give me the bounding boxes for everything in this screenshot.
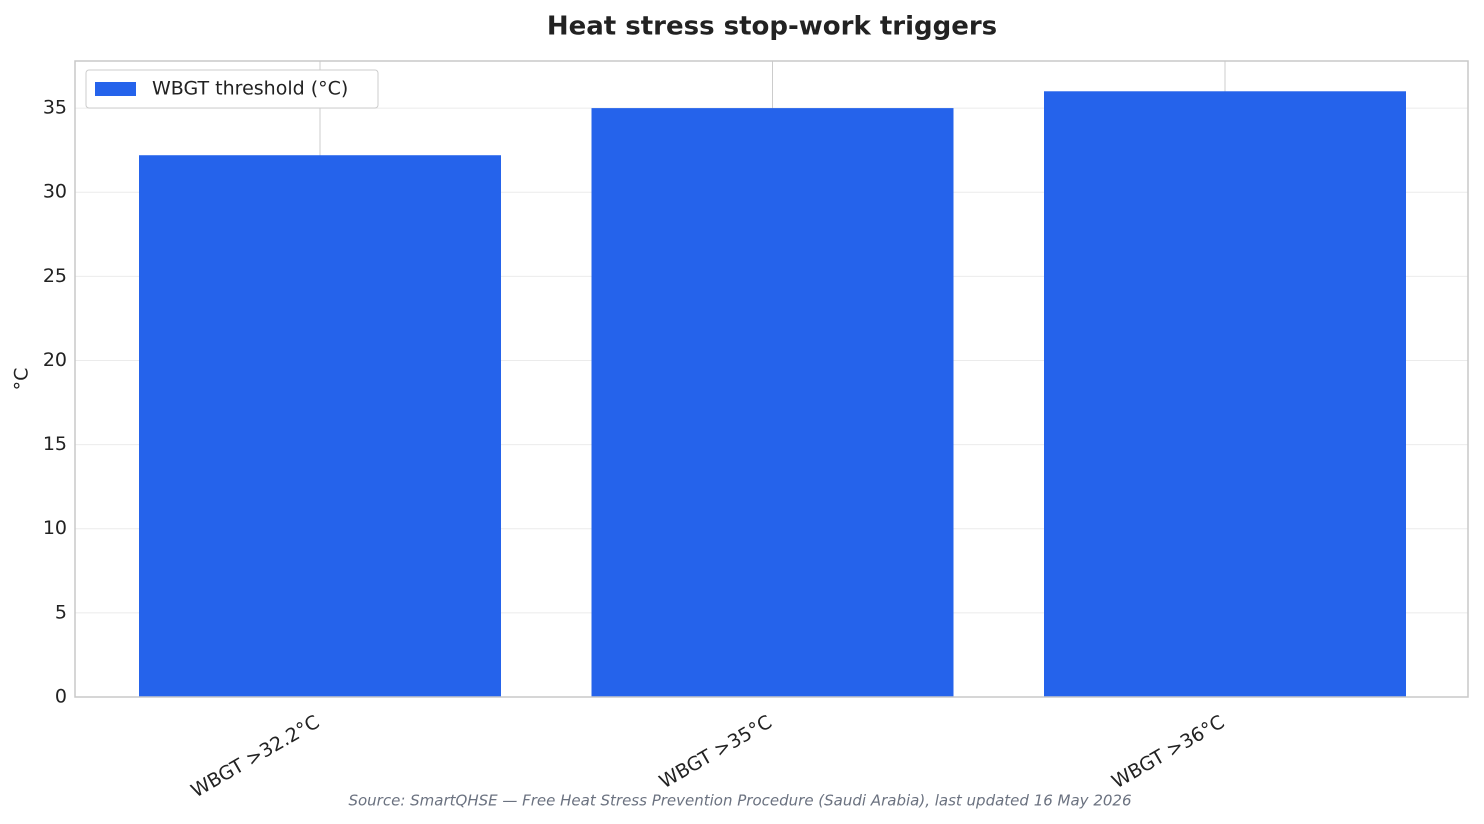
y-tick-label: 0 bbox=[55, 686, 67, 708]
caption: Source: SmartQHSE — Free Heat Stress Pre… bbox=[348, 792, 1131, 810]
plot-frame bbox=[74, 60, 1469, 698]
bar bbox=[139, 155, 501, 697]
y-tick-label: 30 bbox=[43, 181, 67, 203]
y-axis-label: °C bbox=[11, 368, 33, 391]
x-tick-label: WBGT >36°C bbox=[1108, 711, 1228, 793]
y-tick-label: 5 bbox=[55, 601, 67, 623]
bar bbox=[591, 108, 954, 698]
chart-title: Heat stress stop-work triggers bbox=[547, 12, 997, 42]
legend-label: WBGT threshold (°C) bbox=[152, 78, 348, 100]
bar bbox=[1044, 91, 1406, 698]
x-tick-label: WBGT >32.2°C bbox=[187, 711, 323, 802]
x-tick-label: WBGT >35°C bbox=[656, 711, 776, 793]
legend: WBGT threshold (°C) bbox=[85, 69, 379, 109]
y-tick-label: 10 bbox=[43, 517, 67, 539]
y-tick-label: 35 bbox=[43, 97, 67, 119]
legend-swatch bbox=[95, 82, 136, 96]
y-tick-label: 20 bbox=[43, 349, 67, 371]
y-tick-label: 25 bbox=[43, 265, 67, 287]
legend-box bbox=[85, 69, 379, 109]
y-tick-label: 15 bbox=[43, 433, 67, 455]
